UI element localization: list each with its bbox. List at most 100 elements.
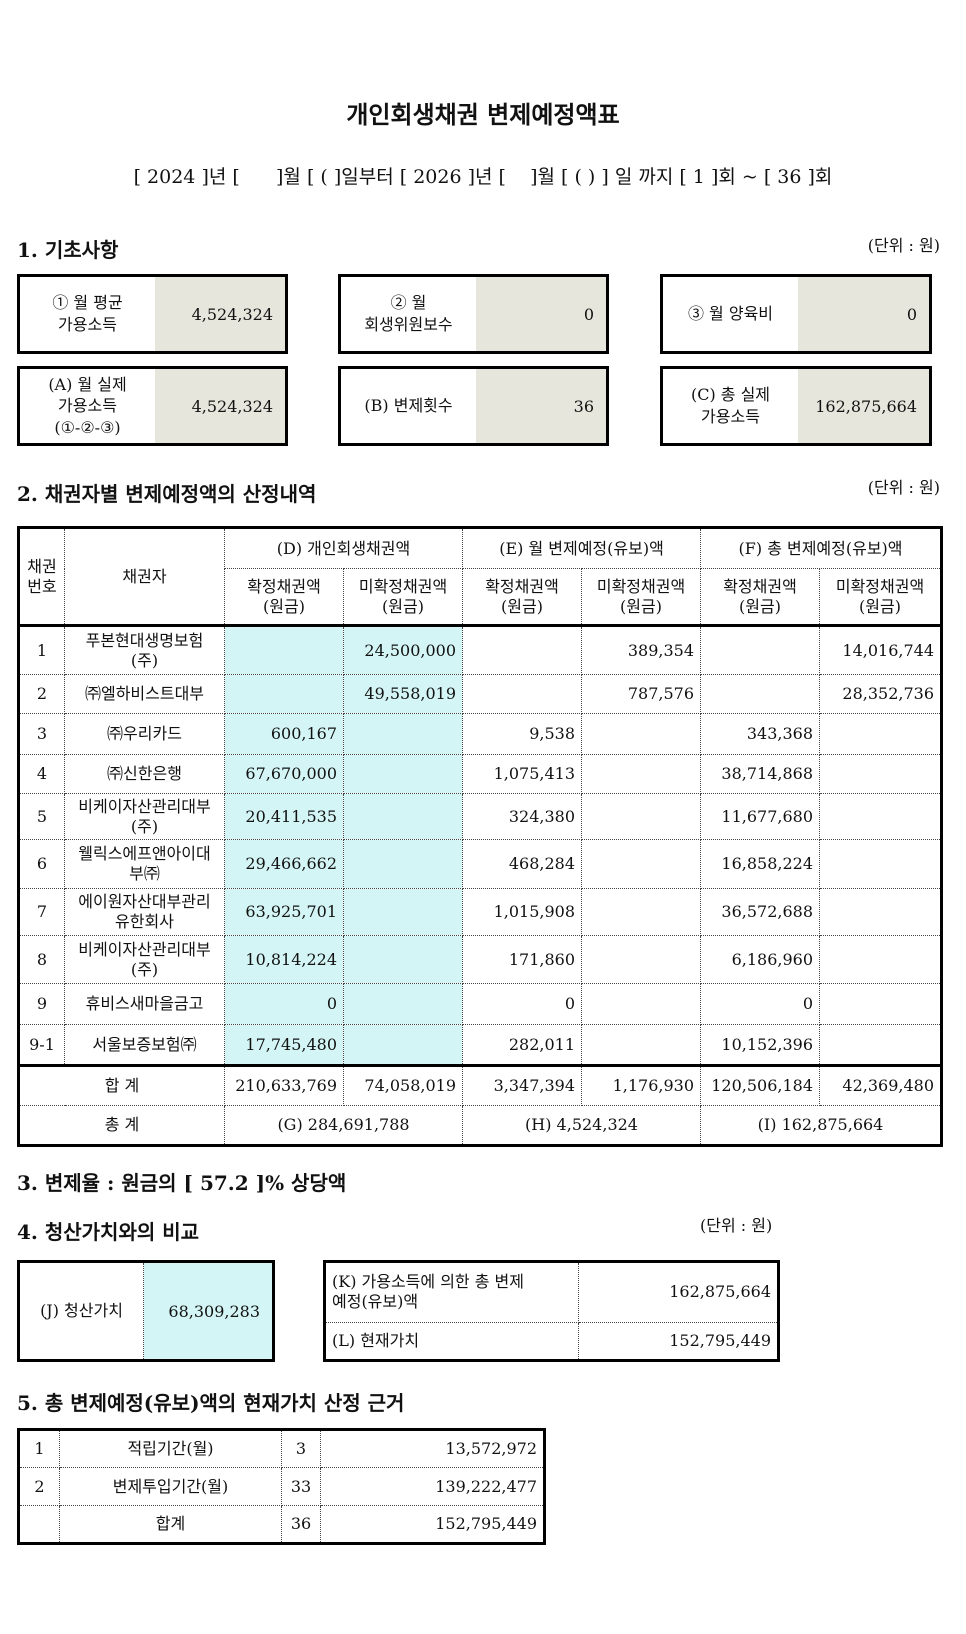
- cell: 74,058,019: [342, 1064, 464, 1106]
- cell: 33: [281, 1467, 321, 1506]
- data-row: 2 ㈜엘하비스트대부 49,558,019 787,576 28,352,736: [18, 674, 943, 714]
- data-row: 9-1 서울보증보험㈜ 17,745,480 282,011 10,152,396: [18, 1024, 943, 1066]
- section-heading: 2. 채권자별 변제예정액의 산정내역: [17, 482, 317, 506]
- liquidation-box: (J) 청산가치 68,309,283: [17, 1260, 275, 1362]
- cell: (G) 284,691,788: [223, 1105, 464, 1146]
- cell: 120,506,184: [700, 1064, 821, 1106]
- cell: (F) 총 변제예정(유보)액: [700, 527, 943, 569]
- cell: 3: [281, 1429, 321, 1468]
- cell: 282,011: [462, 1024, 583, 1066]
- cell: [581, 983, 702, 1025]
- cell: 468,284: [462, 839, 583, 889]
- grand-total-row: 총 계 (G) 284,691,788 (H) 4,524,324 (I) 162,8…: [18, 1105, 943, 1146]
- cell: 16,858,224: [700, 839, 821, 889]
- cell: [224, 624, 344, 675]
- cell: 5: [18, 793, 65, 840]
- label: (C) 총 실제 가용소득: [690, 385, 771, 426]
- info-box: ② 월 회생위원보수 0: [338, 274, 609, 354]
- creditor-table: 채권 번호 채권자 (D) 개인회생채권액 (E) 월 변제예정(유보)액 (F) 총 …: [17, 526, 944, 1147]
- value: 162,875,664: [798, 369, 929, 443]
- cell: 휴비스새마을금고: [64, 983, 225, 1025]
- cell: 343,368: [700, 713, 821, 755]
- cell: [581, 754, 702, 794]
- title: 개인회생채권 변제예정액표: [346, 100, 620, 129]
- cell: 채권 번호: [18, 527, 65, 626]
- cell: 2: [18, 674, 65, 714]
- cell: [18, 1505, 60, 1544]
- period: [ 2024 ]년 [ ]월 [ ( ]일부터 [ 2026 ]년 [ ]월 […: [133, 166, 833, 188]
- cell: 1,176,930: [581, 1064, 702, 1106]
- cell: 미확정채권액 (원금): [819, 568, 943, 626]
- cell: (K) 가용소득에 의한 총 변제 예정(유보)액: [324, 1261, 579, 1323]
- cell: 1: [18, 1429, 60, 1468]
- info-box: ③ 월 양육비 0: [660, 274, 932, 354]
- cell: 38,714,868: [700, 754, 821, 794]
- cell: [581, 839, 702, 889]
- cell: 171,860: [462, 935, 583, 984]
- cell: 3,347,394: [462, 1064, 583, 1106]
- cell: 1,015,908: [462, 888, 583, 936]
- section-heading: 1. 기초사항: [17, 238, 119, 262]
- cell: 합 계: [18, 1064, 225, 1106]
- cell: [342, 793, 464, 840]
- cell: 10,814,224: [224, 935, 344, 984]
- cell: 24,500,000: [342, 624, 464, 675]
- row: (L) 현재가치 152,795,449: [324, 1321, 779, 1362]
- cell: 9,538: [462, 713, 583, 755]
- label: ② 월 회생위원보수: [364, 293, 453, 334]
- info-box: ① 월 평균 가용소득 4,524,324: [17, 274, 288, 354]
- section-heading: 3. 변제율 : 원금의 [ 57.2 ]% 상당액: [17, 1171, 347, 1195]
- info-box: (C) 총 실제 가용소득 162,875,664: [660, 366, 932, 446]
- cell: 서울보증보험㈜: [64, 1024, 225, 1066]
- data-row: 1 푸본현대생명보험 (주) 24,500,000 389,354 14,016,744: [18, 624, 943, 675]
- cell: 152,795,449: [578, 1321, 779, 1362]
- cell: 적립기간(월): [59, 1429, 282, 1468]
- cell: ㈜우리카드: [64, 713, 225, 755]
- cell: 에이원자산대부관리 유한회사: [64, 888, 225, 936]
- cell: 36: [281, 1505, 321, 1544]
- data-row: 6 웰릭스에프앤아이대 부㈜ 29,466,662 468,284 16,858,224: [18, 839, 943, 889]
- cell: 787,576: [581, 674, 702, 714]
- cell: [462, 674, 583, 714]
- cell: 변제투입기간(월): [59, 1467, 282, 1506]
- cell: 9-1: [18, 1024, 65, 1066]
- cell: [700, 624, 821, 675]
- cell: 미확정채권액 (원금): [342, 568, 464, 626]
- cell: [342, 713, 464, 755]
- cell: 채권자: [64, 527, 225, 626]
- cell: 미확정채권액 (원금): [581, 568, 702, 626]
- label: ① 월 평균 가용소득: [52, 293, 123, 334]
- cell: (I) 162,875,664: [700, 1105, 943, 1146]
- cell: 20,411,535: [224, 793, 344, 840]
- label: ③ 월 양육비: [687, 304, 774, 324]
- cell: 42,369,480: [819, 1064, 943, 1106]
- section-heading: 5. 총 변제예정(유보)액의 현재가치 산정 근거: [17, 1391, 405, 1415]
- cell: [224, 674, 344, 714]
- cell: (L) 현재가치: [324, 1321, 579, 1362]
- cell: 4: [18, 754, 65, 794]
- cell: 2: [18, 1467, 60, 1506]
- data-row: 4 ㈜신한은행 67,670,000 1,075,413 38,714,868: [18, 754, 943, 794]
- cell: 28,352,736: [819, 674, 943, 714]
- cell: 17,745,480: [224, 1024, 344, 1066]
- cell: 389,354: [581, 624, 702, 675]
- cell: 비케이자산관리대부 (주): [64, 935, 225, 984]
- cell: 152,795,449: [320, 1505, 545, 1544]
- label: (A) 월 실제 가용소득 (①-②-③): [48, 374, 127, 437]
- data-row: 9 휴비스새마을금고 0 0 0: [18, 983, 943, 1025]
- cell: [581, 1024, 702, 1066]
- cell: ㈜신한은행: [64, 754, 225, 794]
- cell: 36,572,688: [700, 888, 821, 936]
- cell: 324,380: [462, 793, 583, 840]
- cell: [581, 713, 702, 755]
- cell: 웰릭스에프앤아이대 부㈜: [64, 839, 225, 889]
- cell: 139,222,477: [320, 1467, 545, 1506]
- value: 0: [798, 277, 929, 351]
- cell: 210,633,769: [224, 1064, 344, 1106]
- cell: [819, 983, 943, 1025]
- cell: [462, 624, 583, 675]
- value: 4,524,324: [155, 369, 285, 443]
- cell: [819, 839, 943, 889]
- cell: 11,677,680: [700, 793, 821, 840]
- cell: [581, 935, 702, 984]
